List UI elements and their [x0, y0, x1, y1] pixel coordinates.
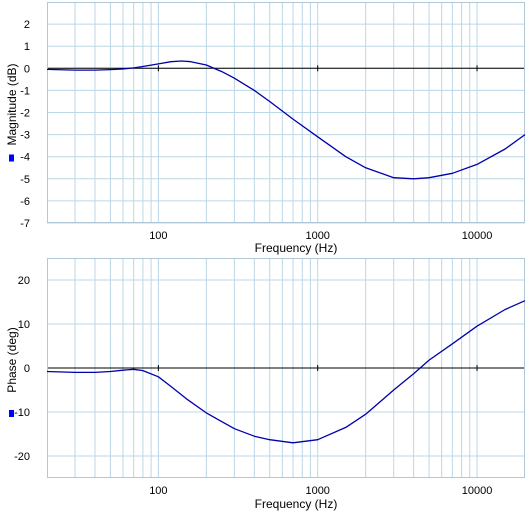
series-legend-marker: [9, 410, 14, 417]
x-tick-label: 100: [149, 230, 167, 242]
y-tick-label: -1: [20, 85, 30, 97]
x-axis-title: Frequency (Hz): [255, 241, 338, 255]
y-tick-label: 0: [24, 63, 30, 75]
phase-panel: -20 -10 0 10 20 100 1000 10000 Frequency (Hz) Pha…: [5, 258, 526, 511]
x-tick-label: 1000: [305, 230, 329, 242]
series-legend-marker: [9, 154, 14, 162]
y-tick-label: -5: [20, 174, 30, 186]
y-tick-label: 10: [18, 319, 30, 331]
y-tick-label: 1: [24, 41, 30, 53]
x-tick-label: 10000: [462, 230, 493, 242]
x-tick-label: 100: [149, 485, 167, 497]
y-tick-label: 20: [18, 275, 30, 287]
series-line: [46, 60, 526, 180]
y-tick-label: -7: [20, 218, 30, 230]
series-line: [46, 300, 526, 444]
y-tick-label: -20: [14, 451, 30, 463]
y-tick-label: -4: [20, 152, 30, 164]
x-tick-label: 10000: [462, 485, 493, 497]
plot-border: [47, 2, 525, 223]
x-axis-title: Frequency (Hz): [255, 497, 338, 511]
y-axis-title: Phase (deg): [5, 327, 19, 392]
plot-border: [47, 258, 525, 478]
y-tick-label: -10: [14, 407, 30, 419]
y-axis-title: Magnitude (dB): [5, 63, 19, 145]
magnitude-panel: -7 -6 -5 -4 -3 -2 -1 0 1 2 100 1000 10000 Frequency (…: [5, 2, 526, 255]
y-tick-label: -2: [20, 108, 30, 120]
y-tick-label: -6: [20, 196, 30, 208]
y-tick-label: -3: [20, 130, 30, 142]
y-tick-label: 2: [24, 19, 30, 31]
y-tick-label: 0: [24, 363, 30, 375]
x-tick-label: 1000: [305, 485, 329, 497]
